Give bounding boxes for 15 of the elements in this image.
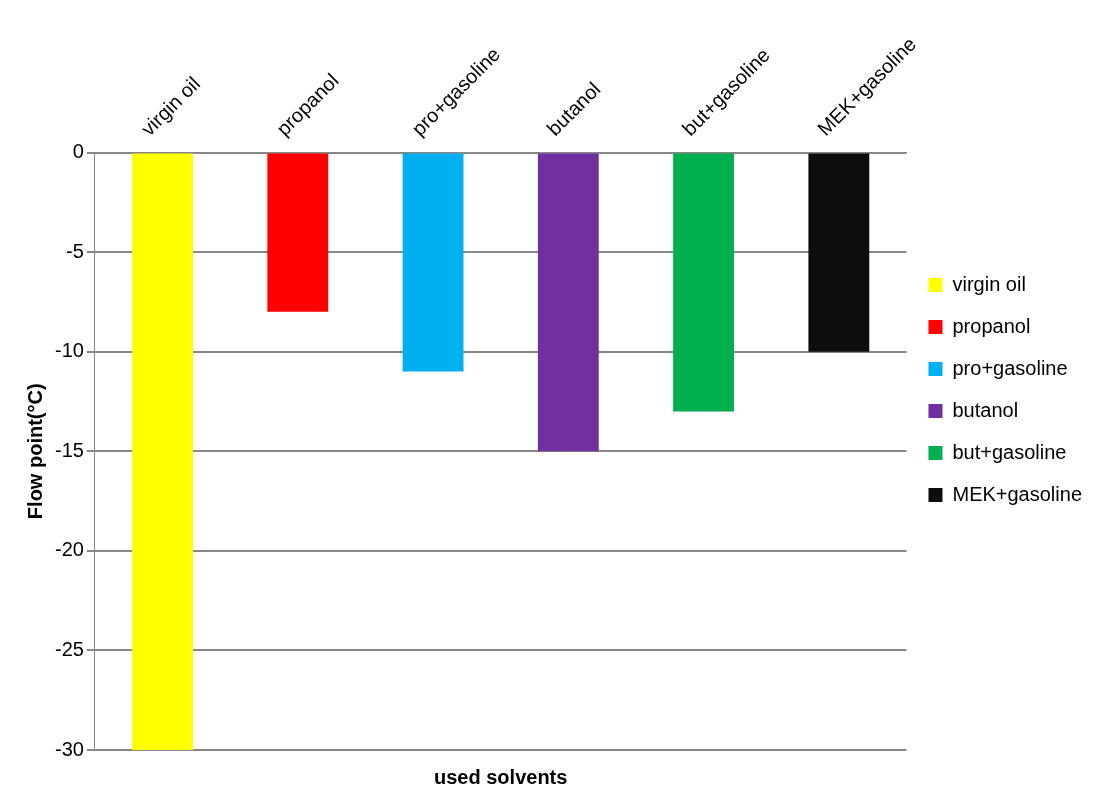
x-axis-title: used solvents bbox=[434, 766, 568, 788]
y-tick-label: -10 bbox=[55, 339, 84, 362]
legend-label: virgin oil bbox=[952, 272, 1026, 295]
y-tick-label: -5 bbox=[66, 239, 84, 262]
y-tick-label: 0 bbox=[72, 140, 84, 163]
y-tick-label: -30 bbox=[55, 737, 84, 760]
legend-label: but+gasoline bbox=[952, 440, 1067, 463]
legend-label: propanol bbox=[952, 314, 1031, 337]
legend-label: butanol bbox=[952, 398, 1019, 421]
y-axis-title: Flow point(°C) bbox=[23, 383, 46, 520]
legend-label: pro+gasoline bbox=[952, 356, 1068, 379]
legend-label: MEK+gasoline bbox=[952, 482, 1083, 505]
y-tick-label: -15 bbox=[55, 438, 84, 461]
y-tick-label: -25 bbox=[55, 637, 84, 660]
y-tick-label: -20 bbox=[55, 538, 84, 561]
